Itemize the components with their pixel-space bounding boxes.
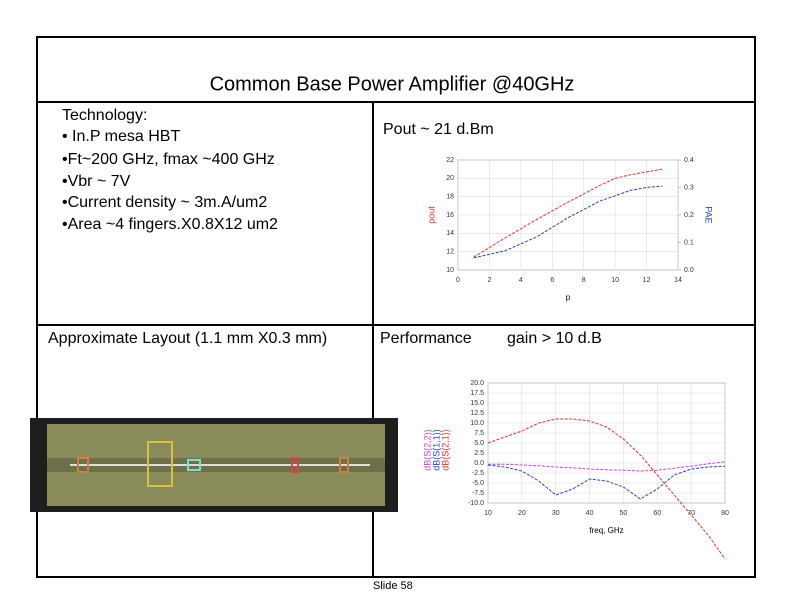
x-tick-label: 10: [611, 277, 619, 284]
y-axis-label: pout: [426, 206, 436, 224]
y-tick-label: 16: [446, 212, 454, 219]
gain-label: gain > 10 d.B: [507, 330, 602, 347]
y-tick-label: -7.5: [472, 490, 484, 497]
x-tick-label: 50: [620, 510, 628, 517]
series-line: [488, 461, 726, 472]
bullet: •Area ~4 fingers.X0.8X12 um2: [62, 216, 278, 233]
x-tick-label: 20: [518, 510, 526, 517]
series-line: [487, 464, 726, 500]
y-tick-label: -10.0: [468, 500, 484, 507]
y-tick-label: 20.0: [470, 380, 484, 387]
layout-label: Approximate Layout (1.1 mm X0.3 mm): [48, 330, 327, 347]
y-tick-label: 18: [446, 194, 454, 201]
y-tick-label: -5.0: [472, 480, 484, 487]
pout-label: Pout ~ 21 d.Bm: [383, 121, 494, 138]
frame: [36, 36, 756, 578]
x-tick-label: 2: [487, 277, 491, 284]
x-tick-label: 10: [484, 510, 492, 517]
technology-heading: Technology:: [62, 107, 147, 124]
y-tick-label: 10: [446, 267, 454, 274]
legend-label: dB(S(1,1)): [431, 429, 441, 471]
x-tick-label: 70: [687, 510, 695, 517]
y-tick-label: -2.5: [472, 470, 484, 477]
x-tick-label: 0: [456, 277, 460, 284]
layout-pad: [77, 457, 89, 473]
legend-label: dB(S(2,2)): [422, 429, 432, 471]
series-line: [473, 168, 663, 258]
slide-title: Common Base Power Amplifier @40GHz: [210, 73, 575, 95]
series-line: [487, 418, 726, 560]
slide-number: Slide 58: [373, 580, 413, 592]
layout-pad: [339, 457, 349, 473]
y-tick-label: 2.5: [474, 450, 484, 457]
x-tick-label: 14: [674, 277, 682, 284]
y-tick-label: 14: [446, 230, 454, 237]
bullet: •Current density ~ 3m.A/um2: [62, 194, 267, 211]
layout-res: [291, 457, 299, 473]
y-tick-label: 12: [446, 249, 454, 256]
x-axis-label: p: [566, 293, 571, 302]
layout-transistor: [147, 441, 173, 487]
series-line: [473, 185, 663, 259]
y2-axis-label: PAE: [704, 206, 714, 223]
y-tick-label: 15.0: [470, 400, 484, 407]
y2-tick-label: 0.4: [684, 157, 694, 164]
y-tick-label: 22: [446, 157, 454, 164]
y-tick-label: 12.5: [470, 410, 484, 417]
y-tick-label: 20: [446, 175, 454, 182]
x-tick-label: 30: [552, 510, 560, 517]
x-tick-label: 40: [586, 510, 594, 517]
x-axis-label: freq, GHz: [589, 526, 623, 535]
bullet: •Vbr ~ 7V: [62, 173, 131, 190]
y-tick-label: 7.5: [474, 430, 484, 437]
y2-tick-label: 0.2: [684, 212, 694, 219]
performance-label: Performance: [380, 330, 472, 347]
x-tick-label: 80: [721, 510, 729, 517]
y2-tick-label: 0.1: [684, 239, 694, 246]
x-tick-label: 6: [550, 277, 554, 284]
y-tick-label: 5.0: [474, 440, 484, 447]
y-tick-label: 0.0: [474, 460, 484, 467]
y-tick-label: 17.5: [470, 390, 484, 397]
bullet: •Ft~200 GHz, fmax ~400 GHz: [62, 151, 275, 168]
y2-tick-label: 0.3: [684, 184, 694, 191]
layout-image: [30, 418, 398, 512]
y2-tick-label: 0.0: [684, 267, 694, 274]
bullet: • In.P mesa HBT: [62, 128, 180, 145]
x-tick-label: 8: [582, 277, 586, 284]
layout-cap: [187, 459, 201, 471]
legend-label: dB(S(2,1)): [440, 429, 450, 471]
x-tick-label: 60: [653, 510, 661, 517]
x-tick-label: 4: [519, 277, 523, 284]
x-tick-label: 12: [643, 277, 651, 284]
y-tick-label: 10.0: [470, 420, 484, 427]
